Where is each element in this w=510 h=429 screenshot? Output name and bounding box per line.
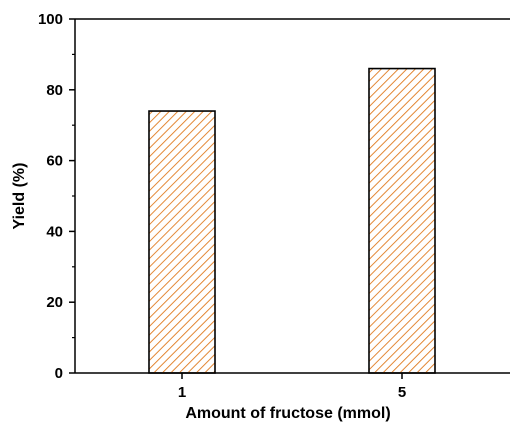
y-tick-label: 40 [46,223,63,240]
x-axis-title: Amount of fructose (mmol) [185,405,390,422]
y-tick-label: 100 [38,11,63,28]
bar [368,67,436,374]
y-axis-title: Yield (%) [11,163,28,230]
y-tick-label: 60 [46,153,63,170]
y-tick-label: 20 [46,294,63,311]
y-tick-label: 80 [46,82,63,99]
y-tick-label: 0 [55,365,63,382]
bar [148,110,216,374]
x-tick-label: 1 [178,384,186,401]
x-tick-label: 5 [398,384,406,401]
